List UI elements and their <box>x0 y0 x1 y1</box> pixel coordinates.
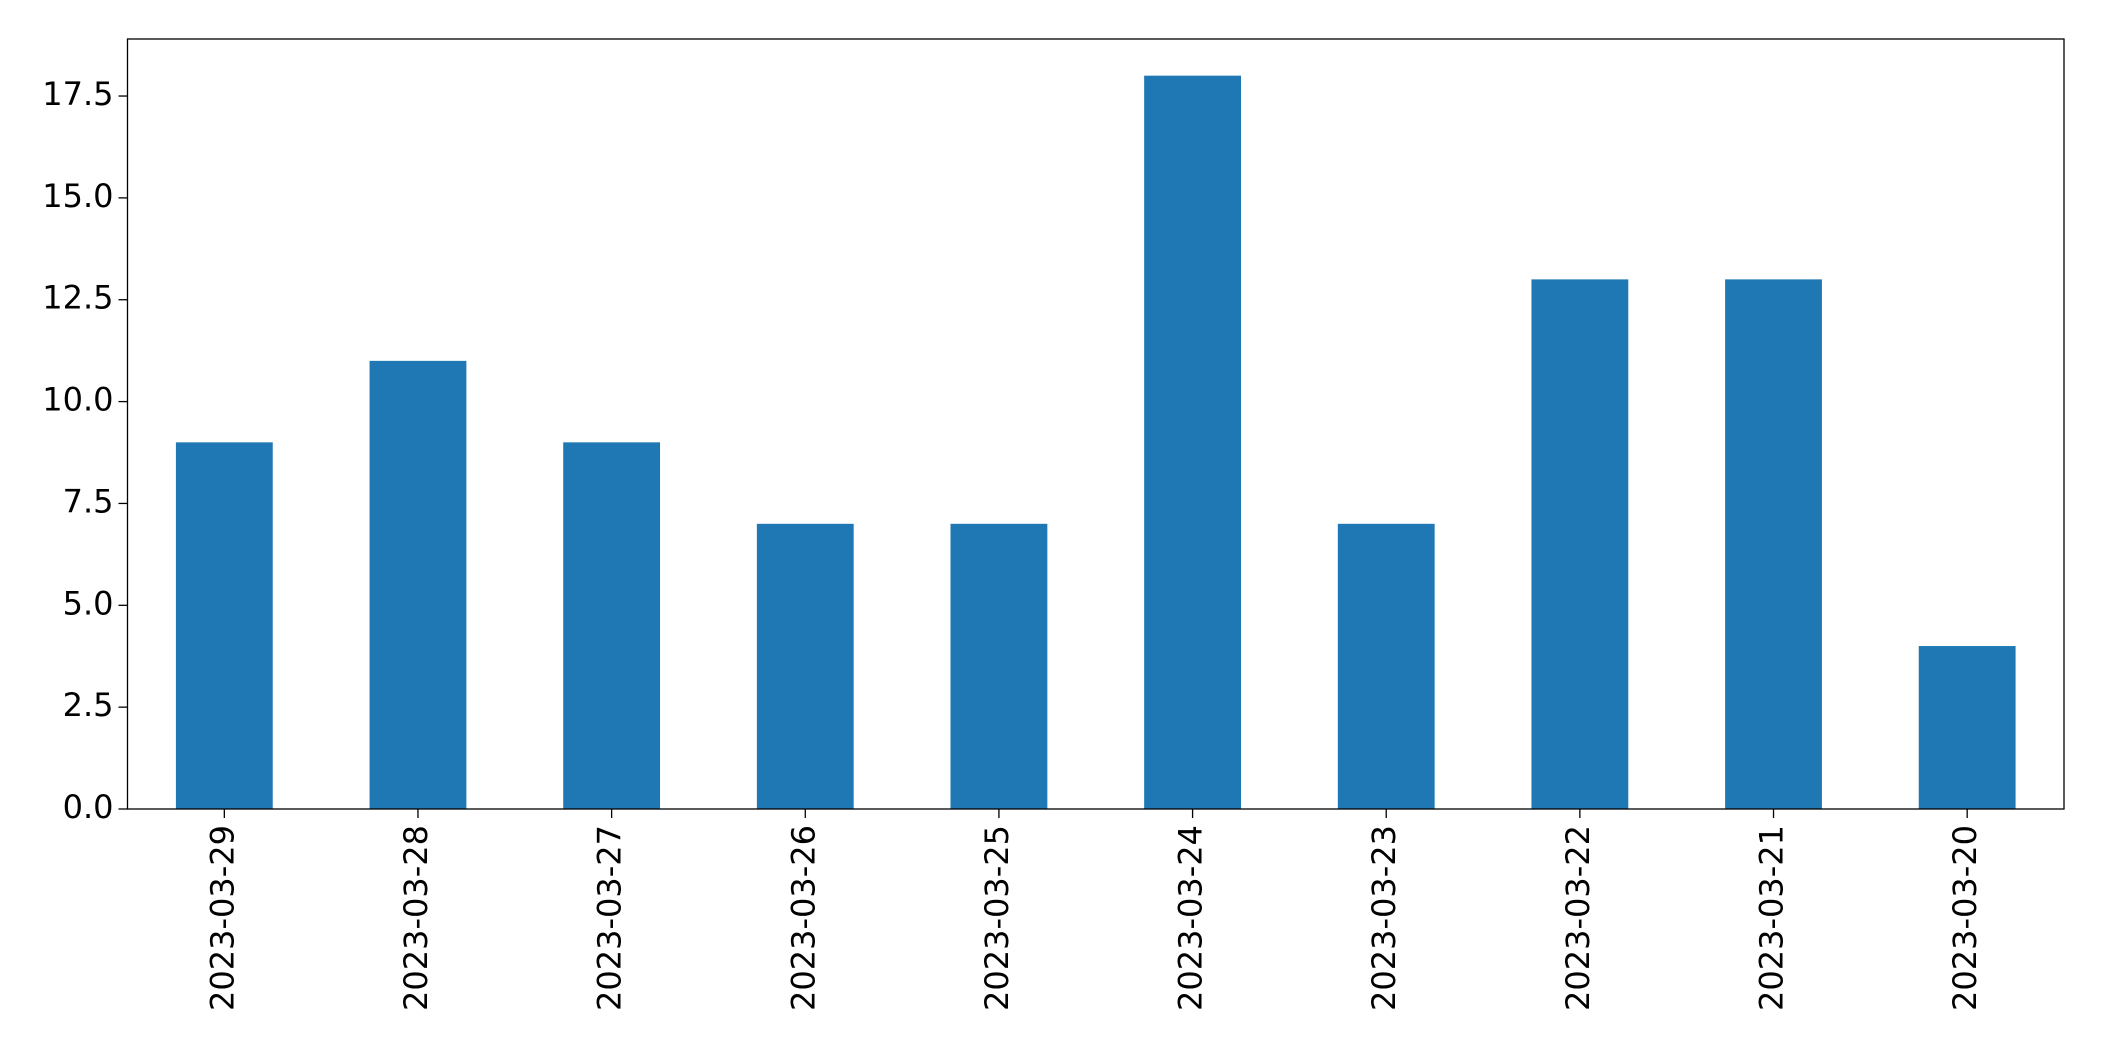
y-tick-label: 7.5 <box>63 482 114 520</box>
bar <box>1918 646 2016 809</box>
x-tick-label: 2023-03-23 <box>1365 825 1403 1011</box>
y-tick-label: 0.0 <box>63 788 114 826</box>
bar <box>175 442 273 809</box>
x-tick-label: 2023-03-24 <box>1172 825 1210 1011</box>
bar <box>1144 75 1241 809</box>
x-tick-label: 2023-03-27 <box>591 825 629 1011</box>
y-tick-label: 17.5 <box>42 75 113 113</box>
x-tick-label: 2023-03-25 <box>978 825 1016 1011</box>
x-tick-label: 2023-03-29 <box>203 825 241 1011</box>
x-tick-label: 2023-03-26 <box>784 825 822 1011</box>
x-tick-label: 2023-03-28 <box>397 825 435 1011</box>
x-tick-label: 2023-03-21 <box>1753 825 1791 1011</box>
y-tick-label: 12.5 <box>42 279 113 317</box>
bar <box>756 523 854 809</box>
y-tick-label: 15.0 <box>42 177 113 215</box>
bar <box>1337 523 1435 809</box>
y-tick-label: 10.0 <box>42 381 113 419</box>
plot-frame <box>126 38 2065 810</box>
bar <box>950 523 1048 809</box>
y-tick-label: 5.0 <box>63 584 114 622</box>
bar <box>369 360 467 809</box>
x-tick-label: 2023-03-22 <box>1559 825 1597 1011</box>
bar <box>1531 279 1629 809</box>
bar <box>563 442 661 809</box>
x-tick-label: 2023-03-20 <box>1946 825 1984 1011</box>
y-tick-label: 2.5 <box>63 686 114 724</box>
bar <box>1725 279 1822 809</box>
